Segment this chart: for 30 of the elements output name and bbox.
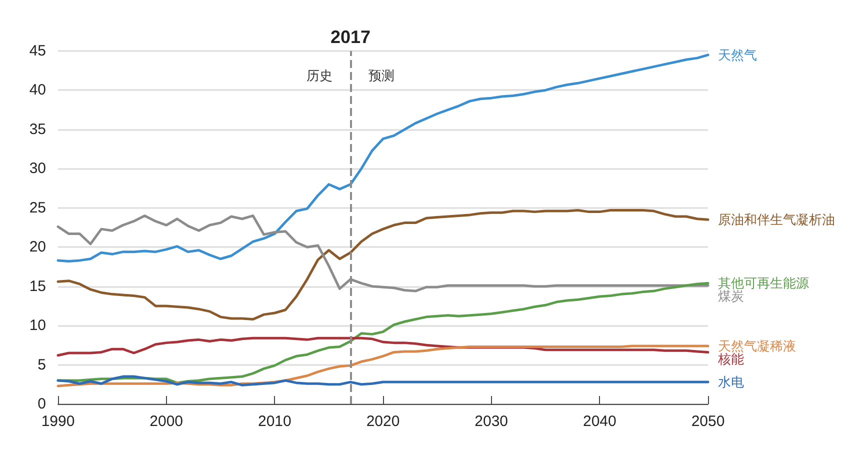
x-tick-label: 2030 bbox=[474, 413, 508, 430]
y-tick-label: 15 bbox=[29, 278, 46, 295]
x-tick-label: 2000 bbox=[150, 413, 184, 430]
line-series bbox=[56, 208, 710, 321]
line-series bbox=[56, 54, 710, 262]
x-tick-label: 1990 bbox=[41, 413, 75, 430]
y-tick-label: 25 bbox=[29, 199, 46, 216]
series-label: 其他可再生能源 bbox=[718, 276, 809, 291]
y-tick-label: 40 bbox=[29, 82, 46, 99]
x-tick-label: 2040 bbox=[582, 413, 616, 430]
y-tick-label: 20 bbox=[29, 238, 46, 256]
annotation: 历史 bbox=[306, 68, 332, 83]
series-label: 原油和伴生气凝析油 bbox=[718, 212, 835, 228]
y-tick-label: 45 bbox=[29, 42, 46, 60]
annotation: 预测 bbox=[368, 68, 394, 83]
x-tick-label: 2050 bbox=[691, 413, 725, 430]
y-tick-label: 0 bbox=[38, 396, 46, 412]
series-label: 天然气凝稀液 bbox=[718, 338, 796, 354]
y-tick-label: 30 bbox=[29, 160, 46, 178]
series-label: 煤炭 bbox=[718, 288, 744, 304]
ref-line-label: 2017 bbox=[330, 27, 371, 47]
series-label: 核能 bbox=[717, 351, 744, 366]
line-series bbox=[56, 375, 710, 386]
y-tick-label: 10 bbox=[29, 317, 46, 334]
y-tick-label: 35 bbox=[29, 120, 46, 138]
y-tick-label: 5 bbox=[38, 356, 46, 374]
series-label: 天然气 bbox=[718, 47, 757, 62]
x-tick-label: 2020 bbox=[366, 413, 400, 430]
series-label: 水电 bbox=[718, 374, 744, 390]
x-tick-label: 2010 bbox=[258, 413, 292, 430]
